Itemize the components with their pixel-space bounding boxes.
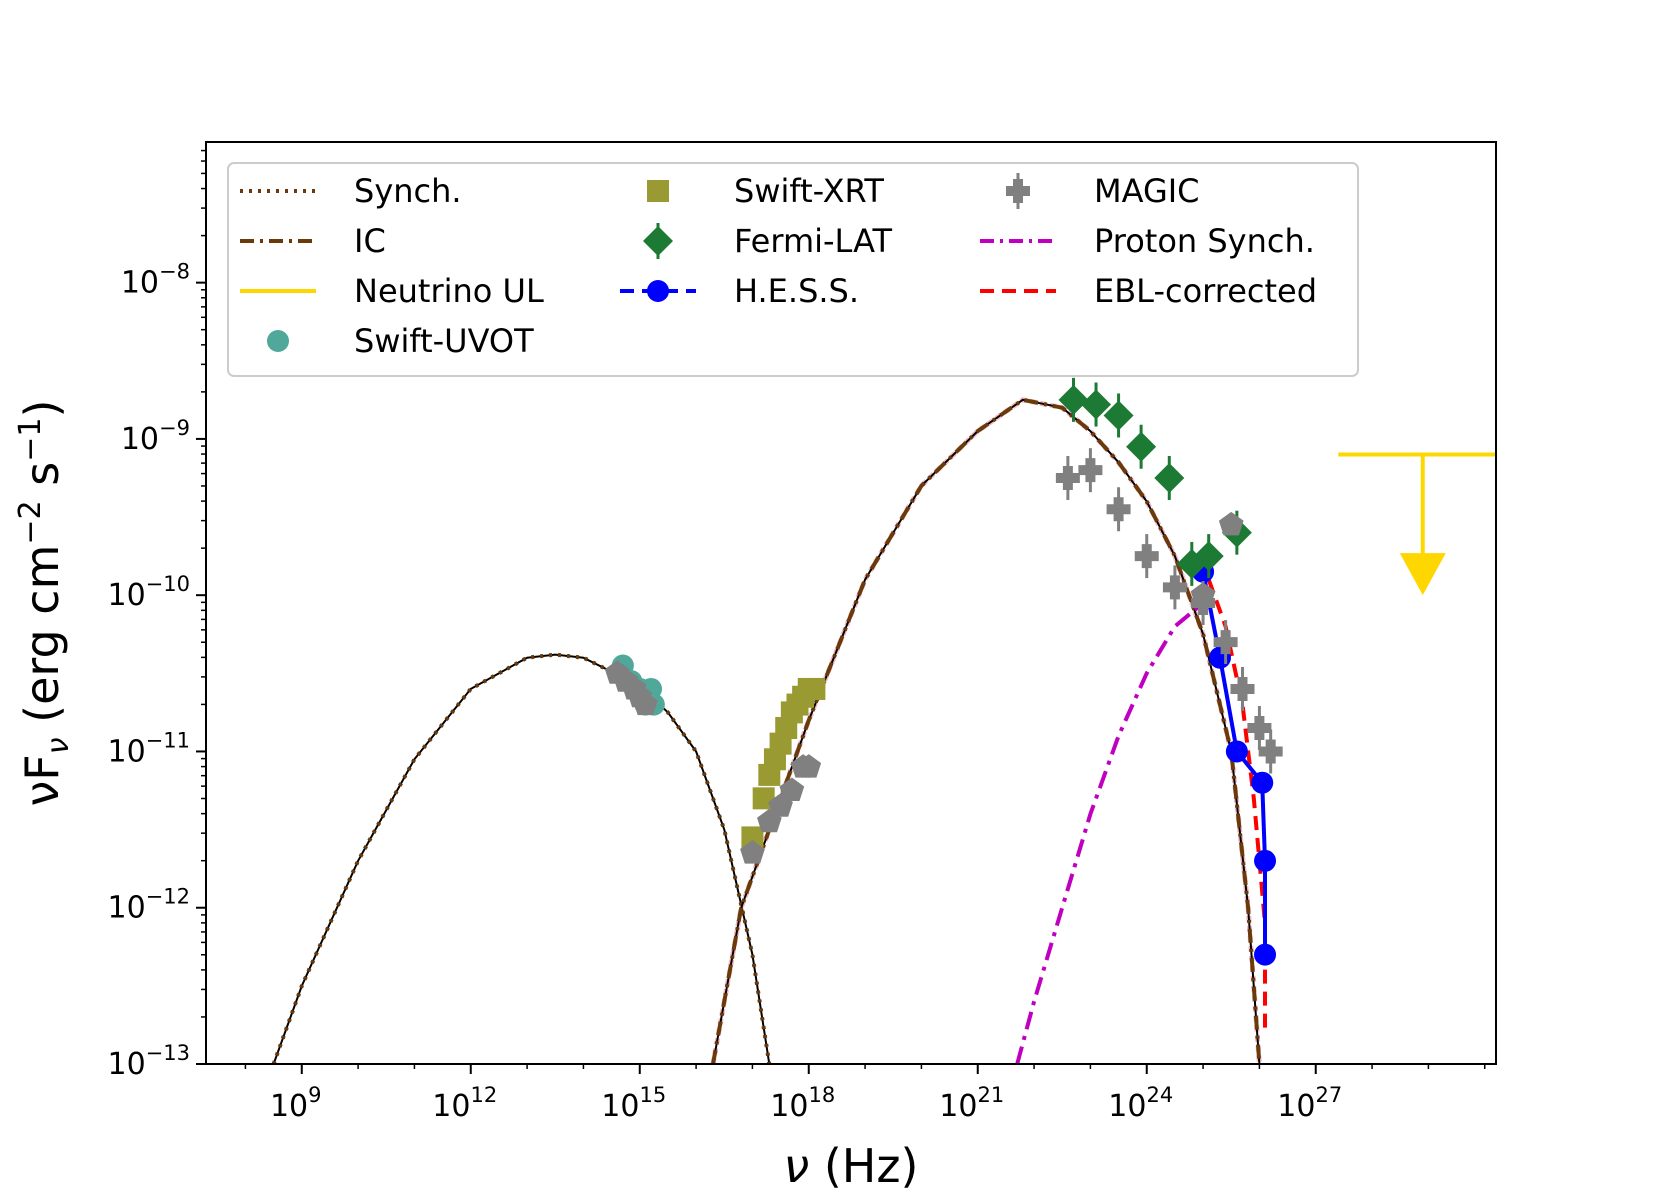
fermi-lat-point bbox=[1193, 541, 1224, 572]
legend-item-proton-synch: Proton Synch. bbox=[980, 222, 1315, 260]
legend-item-ic: IC bbox=[240, 222, 386, 260]
legend-item-synch: Synch. bbox=[240, 172, 462, 210]
legend-label: Swift-XRT bbox=[734, 172, 884, 210]
curves-layer bbox=[271, 397, 1267, 1064]
proton-synch-line bbox=[1015, 601, 1205, 1064]
x-tick-label: 1027 bbox=[1277, 1083, 1342, 1124]
legend-label: Fermi-LAT bbox=[734, 222, 893, 260]
y-axis-label-sub: ν bbox=[41, 737, 76, 754]
grey-sed-points-point bbox=[633, 691, 658, 716]
y-axis-label-exp1: −2 bbox=[13, 500, 48, 544]
y-tick-label: 10−10 bbox=[107, 572, 190, 613]
legend-label: Swift-UVOT bbox=[354, 322, 534, 360]
ebl-corrected-line bbox=[1206, 578, 1267, 1033]
x-tick-label: 1024 bbox=[1108, 1083, 1173, 1124]
y-tick-label: 10−8 bbox=[121, 260, 190, 301]
legend-label: Synch. bbox=[354, 172, 462, 210]
magic-point bbox=[1213, 630, 1238, 655]
neutrino-ul-arrow-head bbox=[1399, 553, 1446, 596]
ic-line bbox=[711, 397, 1262, 1064]
grey-sed-points-point bbox=[779, 777, 805, 801]
grey-sed-points-point bbox=[1190, 582, 1216, 606]
legend-item-swift-xrt: Swift-XRT bbox=[647, 172, 884, 210]
magic-point bbox=[1230, 676, 1255, 701]
synch-line bbox=[271, 652, 772, 1064]
legend-handle-marker bbox=[647, 280, 669, 302]
magic-point bbox=[1162, 575, 1187, 600]
y-axis-label: νFν (erg cm−2 s−1) bbox=[13, 400, 76, 807]
grey-sed-points-point bbox=[740, 840, 765, 864]
swift-xrt-point bbox=[803, 677, 826, 700]
markers-layer bbox=[604, 377, 1496, 966]
magic-point bbox=[1258, 739, 1283, 764]
legend-item-h-e-s-s: H.E.S.S. bbox=[620, 272, 859, 310]
legend-handle-marker bbox=[267, 330, 289, 352]
fermi-lat-point bbox=[1103, 400, 1134, 431]
swift-xrt-point bbox=[741, 826, 764, 849]
y-axis-label-exp2: −1 bbox=[13, 418, 48, 462]
legend-handle-marker bbox=[1006, 179, 1030, 203]
legend-label: MAGIC bbox=[1094, 172, 1200, 210]
fermi-lat-point bbox=[1126, 431, 1157, 462]
x-axis-label-symbol: ν bbox=[784, 1139, 810, 1193]
legend-item-fermi-lat: Fermi-LAT bbox=[643, 222, 893, 260]
legend-handle-marker bbox=[643, 226, 673, 256]
legend-label: Neutrino UL bbox=[354, 272, 544, 310]
y-tick-label: 10−9 bbox=[121, 416, 190, 457]
x-tick-label: 1015 bbox=[601, 1083, 666, 1124]
magic-point bbox=[1106, 497, 1131, 522]
legend-box bbox=[227, 162, 1359, 377]
x-axis-label: ν (Hz) bbox=[784, 1139, 919, 1193]
grey-sed-points-point bbox=[1218, 511, 1244, 536]
y-axis-label-mid: s bbox=[15, 462, 69, 501]
magic-point bbox=[1055, 465, 1080, 490]
magic-point bbox=[1078, 458, 1103, 483]
y-axis-label-unit: (erg cm bbox=[15, 545, 69, 738]
x-tick-label: 1021 bbox=[939, 1083, 1004, 1124]
legend-label: H.E.S.S. bbox=[734, 272, 859, 310]
legend-item-swift-uvot: Swift-UVOT bbox=[267, 322, 534, 360]
magic-point bbox=[1134, 544, 1159, 569]
fermi-lat-point bbox=[1081, 389, 1112, 420]
h-e-s-s-point bbox=[1254, 943, 1277, 966]
x-axis-label-unit: (Hz) bbox=[809, 1139, 918, 1193]
legend-label: EBL-corrected bbox=[1094, 272, 1317, 310]
legend-label: Proton Synch. bbox=[1094, 222, 1315, 260]
legend-label: IC bbox=[354, 222, 386, 260]
x-tick-label: 1012 bbox=[432, 1083, 497, 1124]
x-tick-label: 1018 bbox=[770, 1083, 835, 1124]
legend-item-neutrino-ul: Neutrino UL bbox=[240, 272, 544, 310]
legend-item-ebl-corrected: EBL-corrected bbox=[980, 272, 1317, 310]
fermi-lat-point bbox=[1058, 384, 1089, 415]
legend: Synch. IC Neutrino UL Swift-UVOT Swift-XRT Fe… bbox=[227, 162, 1359, 377]
fermi-lat-point bbox=[1154, 462, 1185, 493]
x-tick-label: 109 bbox=[270, 1083, 322, 1124]
y-tick-label: 10−12 bbox=[107, 885, 190, 926]
grey-sed-points-point bbox=[796, 754, 822, 778]
synch-backbone-line bbox=[272, 653, 771, 1064]
y-tick-label: 10−11 bbox=[107, 728, 190, 769]
h-e-s-s-point bbox=[1251, 771, 1274, 794]
y-tick-label: 10−13 bbox=[107, 1041, 190, 1082]
y-axis-label-close: ) bbox=[15, 400, 69, 418]
y-axis-label-main: νF bbox=[15, 754, 69, 806]
axes-layer: 109 1012 1015 1018 1021 1024 1027 10−8 10−9 10−10… bbox=[107, 149, 1486, 1124]
magic-point bbox=[1247, 716, 1272, 741]
h-e-s-s-point bbox=[1254, 849, 1277, 872]
h-e-s-s-point bbox=[1225, 740, 1248, 763]
legend-item-magic: MAGIC bbox=[1006, 172, 1200, 210]
legend-handle-marker bbox=[647, 180, 669, 202]
